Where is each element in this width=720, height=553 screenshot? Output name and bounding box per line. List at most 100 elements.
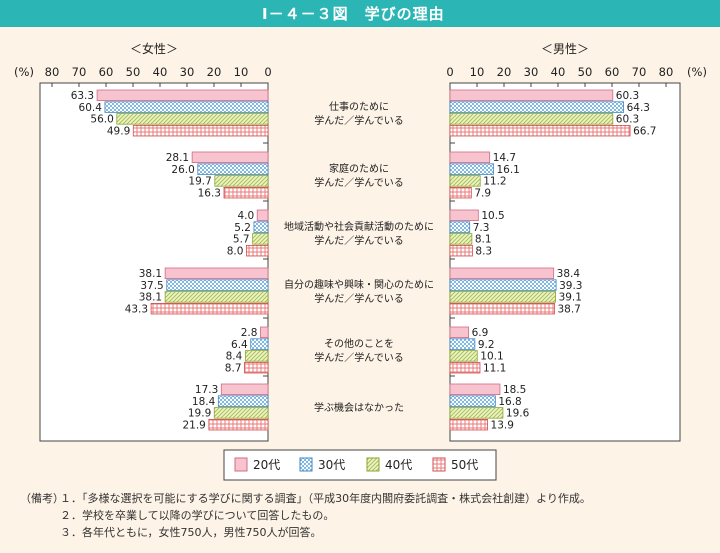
female-bar-label: 5.2 xyxy=(234,222,251,234)
male-bar xyxy=(449,125,631,137)
male-bar-label: 18.5 xyxy=(503,384,526,396)
male-bar xyxy=(449,407,504,419)
male-x-tick-label: 30 xyxy=(524,65,539,79)
female-bar xyxy=(104,101,269,113)
note-row: ３．各年代ともに，女性750人，男性750人が回答。 xyxy=(0,524,720,541)
female-bar xyxy=(252,233,269,245)
male-bar xyxy=(449,279,557,291)
female-bar xyxy=(244,350,269,362)
male-bar xyxy=(449,113,614,125)
male-bar xyxy=(449,209,479,222)
female-bar xyxy=(166,279,269,291)
female-bar-label: 21.9 xyxy=(182,420,205,432)
legend-swatch xyxy=(432,457,446,472)
legend-swatch xyxy=(366,457,380,472)
female-bar-label: 8.0 xyxy=(227,246,244,258)
female-bar xyxy=(245,244,269,257)
female-x-tick-label: 30 xyxy=(180,65,195,79)
female-bar xyxy=(256,209,269,222)
male-bar-label: 10.5 xyxy=(481,210,504,222)
male-bar xyxy=(449,291,556,303)
notes: （備考） １．「多様な選択を可能にする学びに関する調査」（平成30年度内閣府委託… xyxy=(0,490,720,541)
male-bar xyxy=(449,395,496,407)
category-label: 地域活動や社会貢献活動のために xyxy=(284,220,434,233)
female-bar xyxy=(223,186,269,199)
male-bar xyxy=(449,186,472,199)
note-item: １．「多様な選択を可能にする学びに関する調査」（平成30年度内閣府委託調査・株式… xyxy=(60,492,591,505)
male-bar xyxy=(449,151,491,164)
female-bar xyxy=(244,361,269,374)
female-bar xyxy=(150,302,269,315)
female-bar xyxy=(116,113,269,125)
female-bar xyxy=(197,163,269,175)
male-bar-label: 38.4 xyxy=(557,268,581,280)
female-x-tick-label: 20 xyxy=(207,65,222,79)
notes-label: （備考） xyxy=(20,492,64,505)
male-bar-label: 6.9 xyxy=(472,327,489,339)
female-bar xyxy=(213,407,269,419)
female-bar-label: 2.8 xyxy=(241,327,258,339)
category-label: 学ぶ機会はなかった xyxy=(314,401,404,414)
male-bar-label: 8.3 xyxy=(475,246,492,258)
male-bar-label: 11.2 xyxy=(483,176,506,188)
male-x-tick-label: 0 xyxy=(446,65,453,79)
category-label: 学んだ／学んでいる xyxy=(314,351,404,364)
category-label: 学んだ／学んでいる xyxy=(314,114,404,127)
male-bar-label: 7.9 xyxy=(474,188,491,200)
female-x-tick-label: 70 xyxy=(72,65,87,79)
category-label: 自分の趣味や興味・関心のために xyxy=(284,278,434,291)
male-bar xyxy=(449,89,614,102)
female-bar-label: 17.3 xyxy=(195,384,218,396)
male-x-tick-label: 80 xyxy=(659,65,674,79)
legend-label: 50代 xyxy=(451,458,478,472)
female-bar-label: 8.7 xyxy=(225,363,242,375)
female-bar xyxy=(208,418,269,431)
male-bar xyxy=(449,221,471,233)
female-bar-label: 56.0 xyxy=(90,114,113,126)
female-bar xyxy=(217,395,269,407)
female-bar-label: 8.4 xyxy=(226,351,243,363)
male-bar xyxy=(449,326,470,339)
female-bar-label: 18.4 xyxy=(192,396,216,408)
male-bar-label: 19.6 xyxy=(506,408,530,420)
male-panel-title: ＜男性＞ xyxy=(541,42,589,56)
category-label: 家庭のために xyxy=(329,162,389,175)
female-bar-label: 28.1 xyxy=(166,152,189,164)
male-bar-label: 60.3 xyxy=(616,90,639,102)
male-bar-label: 64.3 xyxy=(627,102,650,114)
chart-title: Ⅰ－４－３図 学びの理由 xyxy=(262,5,445,23)
female-bar xyxy=(96,89,269,102)
male-bar xyxy=(449,233,473,245)
note-row: ２．学校を卒業して以降の学びについて回答したもの。 xyxy=(0,507,720,524)
male-bar xyxy=(449,418,488,431)
chart-root: ＜女性＞ ＜男性＞ 0 0 10 10 20 20 30 30 40 40 50 50 60 60 70 70 80… xyxy=(14,41,707,481)
male-bar xyxy=(449,338,476,350)
male-bar-label: 13.9 xyxy=(491,420,514,432)
legend-label: 40代 xyxy=(385,458,412,472)
legend-label: 20代 xyxy=(253,458,280,472)
female-bar-label: 38.1 xyxy=(139,292,162,304)
male-x-tick-label: 40 xyxy=(551,65,566,79)
female-x-tick-label: 50 xyxy=(126,65,141,79)
female-bar xyxy=(214,175,269,187)
male-bar-label: 7.3 xyxy=(473,222,490,234)
title-bar: Ⅰ－４－３図 学びの理由 xyxy=(0,0,720,27)
male-plot-frame xyxy=(449,82,681,442)
male-x-tick-label: 70 xyxy=(632,65,647,79)
male-x-tick-label: 10 xyxy=(470,65,485,79)
male-bar-label: 8.1 xyxy=(475,234,492,246)
male-bar-label: 39.1 xyxy=(559,292,582,304)
chart-area: ＜女性＞ ＜男性＞ 0 0 10 10 20 20 30 30 40 40 50 50 60 60 70 70 80… xyxy=(14,41,707,481)
female-bar-label: 19.7 xyxy=(188,176,211,188)
male-x-tick-label: 20 xyxy=(497,65,512,79)
male-bar xyxy=(449,361,481,374)
male-bar-label: 38.7 xyxy=(557,304,580,316)
female-bar xyxy=(260,326,269,339)
female-bar-label: 38.1 xyxy=(139,268,162,280)
female-bar-label: 6.4 xyxy=(231,339,248,351)
female-bar-label: 37.5 xyxy=(140,280,163,292)
male-bar xyxy=(449,101,625,113)
male-bar-label: 60.3 xyxy=(616,114,639,126)
female-x-tick-label: 60 xyxy=(99,65,114,79)
note-item: ２．学校を卒業して以降の学びについて回答したもの。 xyxy=(60,509,335,522)
